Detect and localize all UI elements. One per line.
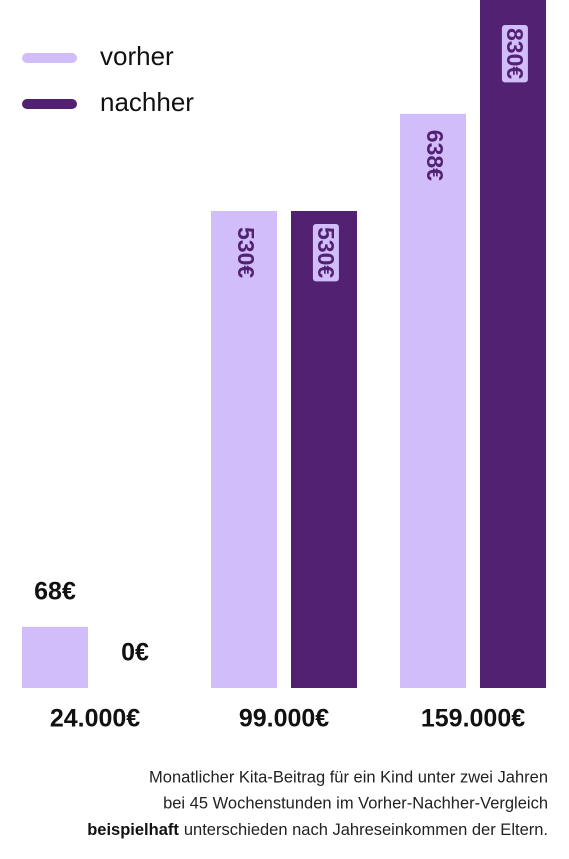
caption-emphasis: beispielhaft xyxy=(87,821,179,839)
value-label-group: 530€ xyxy=(233,227,259,278)
value-label-bg xyxy=(312,224,339,282)
caption-line: Monatlicher Kita-Beitrag für ein Kind un… xyxy=(149,768,548,786)
x-tick-label: 159.000€ xyxy=(421,705,525,733)
bar xyxy=(400,113,466,689)
legend-label: nachher xyxy=(100,87,194,117)
caption-line: bei 45 Wochenstunden im Vorher-Nachher-V… xyxy=(163,794,548,812)
bar xyxy=(211,211,277,688)
value-label-group: 638€ xyxy=(422,130,448,181)
value-label: 638€ xyxy=(422,130,448,181)
caption-text: unterschieden nach Jahreseinkommen der E… xyxy=(184,821,548,839)
legend-label: vorher xyxy=(100,41,174,71)
value-label: 830€ xyxy=(502,28,528,79)
x-tick-label: 99.000€ xyxy=(239,705,329,733)
value-label-group: 830€ xyxy=(501,25,528,83)
value-label: 68€ xyxy=(34,577,76,605)
value-label-group: 530€ xyxy=(312,224,339,282)
bar xyxy=(480,0,546,688)
value-label-bg xyxy=(501,25,528,83)
bar xyxy=(22,626,88,688)
value-label: 0€ xyxy=(121,639,149,667)
x-tick-label: 24.000€ xyxy=(50,705,140,733)
caption-line: beispielhaft unterschieden nach Jahresein… xyxy=(87,821,548,839)
value-label: 530€ xyxy=(233,227,259,278)
bar xyxy=(291,211,357,688)
value-label: 530€ xyxy=(313,227,339,278)
